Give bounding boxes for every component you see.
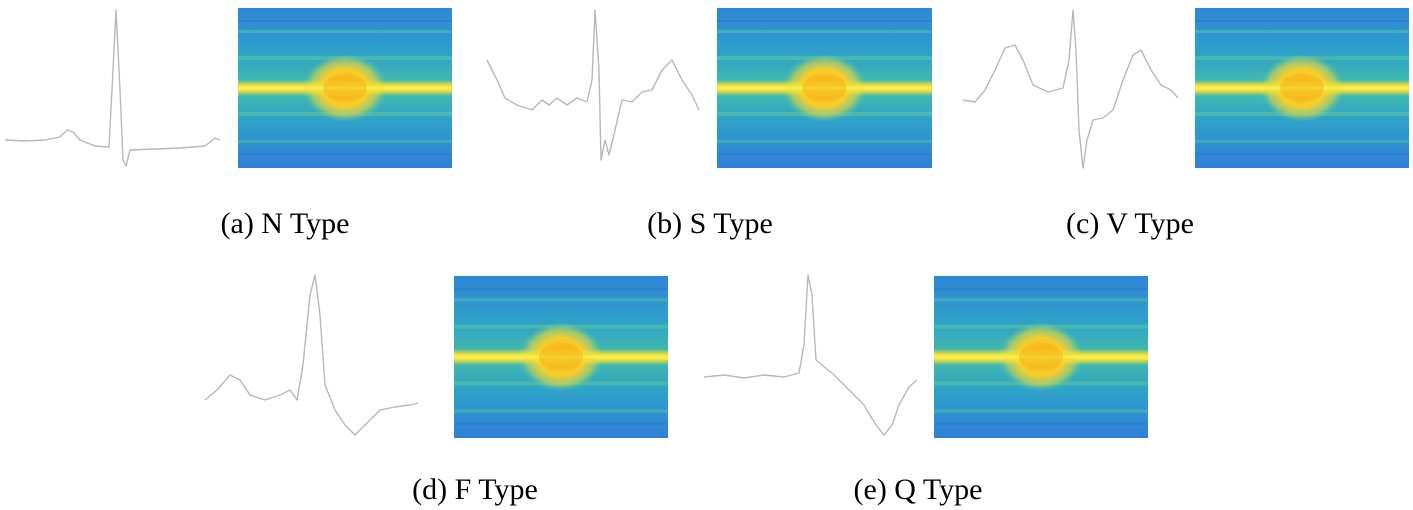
caption: (d) F Type [412,473,538,506]
caption: (c) V Type [1066,207,1194,240]
ecg-waveform [204,274,419,436]
ecg-waveform [703,274,918,436]
caption: (e) Q Type [854,473,983,506]
ecg-waveform [486,9,700,161]
spectrogram [934,276,1148,438]
spectrogram [1195,8,1409,168]
spectrogram [717,8,932,168]
caption: (a) N Type [221,207,350,240]
ecg-waveform [962,9,1179,169]
spectrogram [454,276,668,438]
spectrogram [238,8,452,168]
caption: (b) S Type [647,207,773,240]
ecg-waveform [4,9,221,167]
